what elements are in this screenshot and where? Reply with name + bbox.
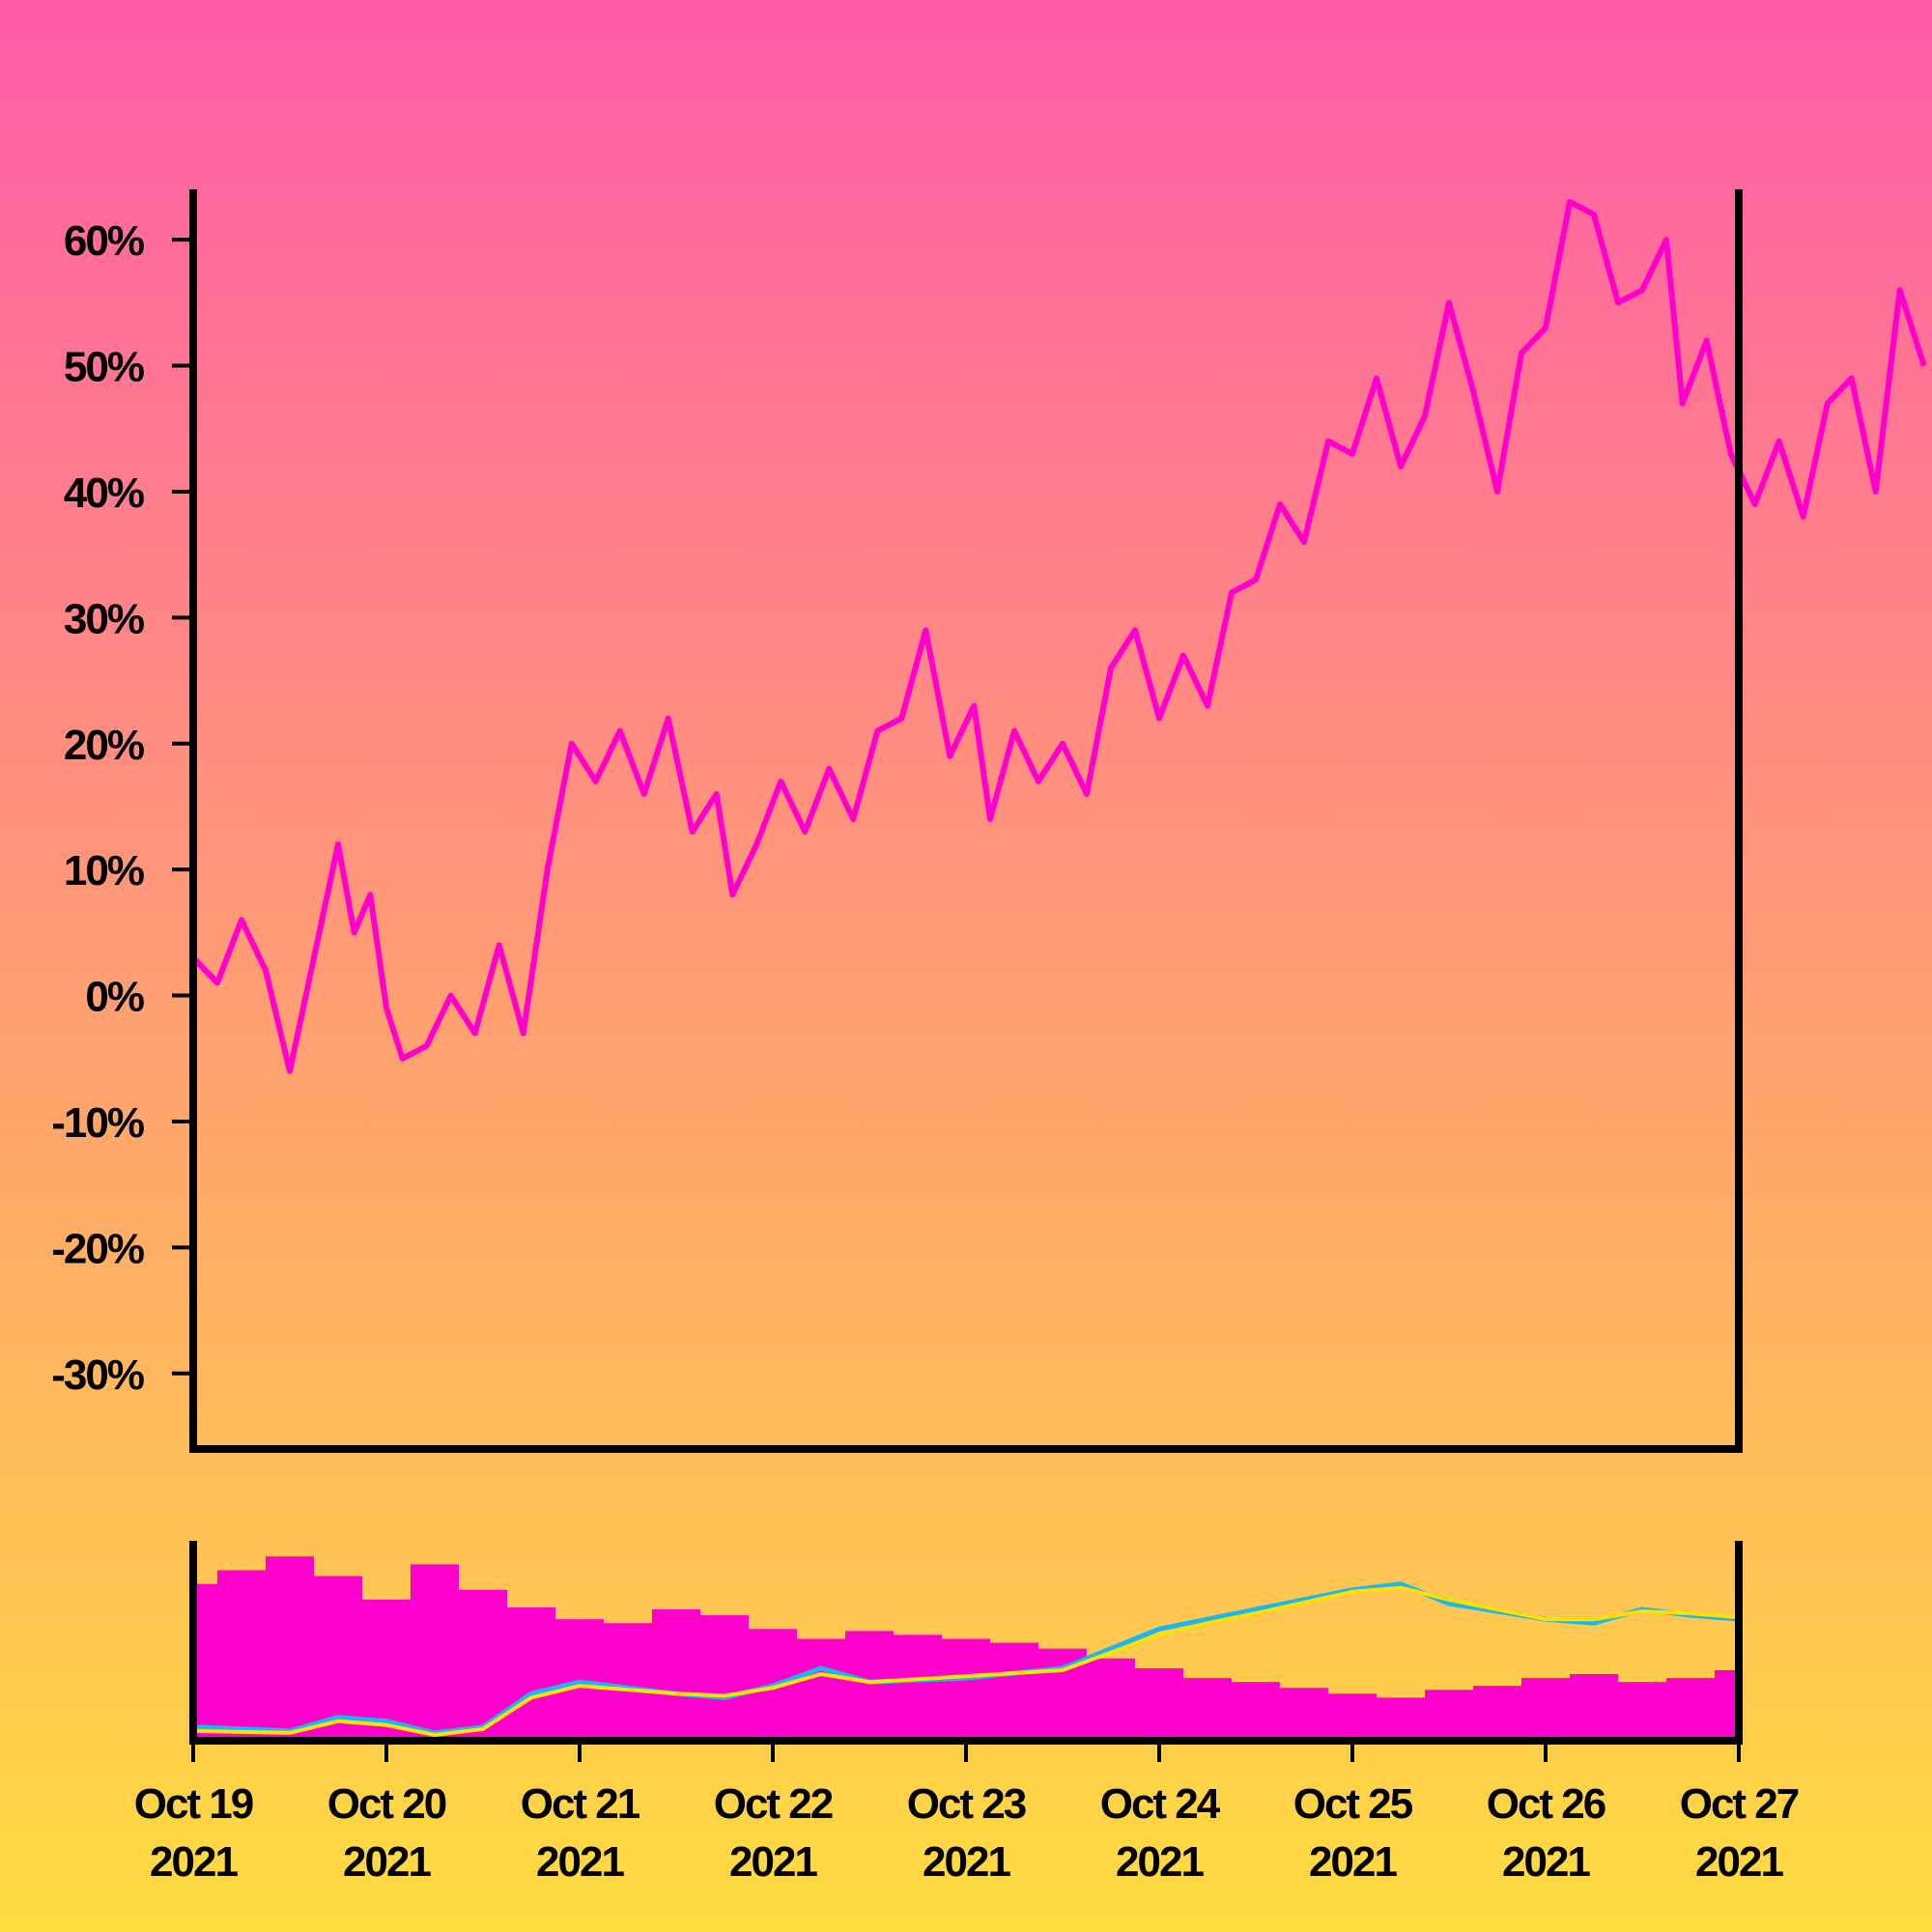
x-tick-label-year: 2021 bbox=[1309, 1838, 1397, 1886]
y-tick-label: 0% bbox=[85, 974, 143, 1021]
volume-bar bbox=[193, 1583, 217, 1737]
x-tick-label-year: 2021 bbox=[150, 1838, 238, 1886]
volume-bar bbox=[1377, 1697, 1425, 1737]
x-tick-label-date: Oct 21 bbox=[521, 1780, 640, 1828]
volume-bar bbox=[942, 1638, 990, 1737]
x-tick-label-date: Oct 25 bbox=[1293, 1780, 1413, 1828]
x-tick-label-year: 2021 bbox=[1502, 1838, 1590, 1886]
volume-bar bbox=[894, 1634, 942, 1737]
volume-bar bbox=[1473, 1686, 1521, 1737]
x-tick-label-year: 2021 bbox=[923, 1838, 1010, 1886]
x-tick-label-date: Oct 26 bbox=[1487, 1780, 1605, 1828]
volume-bar bbox=[314, 1576, 362, 1737]
y-tick-label: -30% bbox=[51, 1351, 144, 1399]
x-axis-ticks bbox=[191, 1741, 1741, 1762]
y-axis-tick-labels: -30% -20% -10% 0% 10% 20% 30% 40% 50% 60% bbox=[51, 217, 146, 1399]
volume-bar bbox=[797, 1638, 845, 1737]
x-tick-label-year: 2021 bbox=[1116, 1838, 1204, 1886]
volume-bar bbox=[604, 1623, 652, 1737]
y-tick-label: 10% bbox=[64, 847, 144, 895]
x-tick-label-date: Oct 27 bbox=[1680, 1780, 1799, 1828]
y-tick-label: 40% bbox=[64, 469, 144, 517]
volume-bar bbox=[1666, 1678, 1715, 1737]
volume-bar bbox=[1328, 1693, 1377, 1737]
volume-bar bbox=[1715, 1670, 1739, 1737]
y-tick-label: 60% bbox=[64, 217, 144, 265]
x-tick-label-year: 2021 bbox=[343, 1838, 431, 1886]
x-tick-label-date: Oct 22 bbox=[714, 1780, 833, 1828]
x-tick-label-year: 2021 bbox=[536, 1838, 624, 1886]
volume-bar bbox=[555, 1619, 604, 1737]
price-change-line bbox=[190, 199, 1927, 1074]
volume-bar bbox=[362, 1599, 411, 1737]
x-tick-label-year: 2021 bbox=[1695, 1838, 1783, 1886]
volume-bar bbox=[1570, 1674, 1618, 1737]
x-tick-label-date: Oct 23 bbox=[907, 1780, 1026, 1828]
volume-bar bbox=[217, 1570, 266, 1737]
volume-bar bbox=[266, 1556, 314, 1737]
volume-bar bbox=[1521, 1678, 1570, 1737]
main-axis-frame bbox=[189, 189, 1743, 1453]
y-tick-label: -20% bbox=[51, 1225, 144, 1272]
x-tick-label-year: 2021 bbox=[729, 1838, 817, 1886]
y-tick-label: 20% bbox=[64, 722, 144, 769]
volume-average-yellow-line bbox=[192, 1585, 1740, 1737]
x-tick-label-date: Oct 24 bbox=[1100, 1780, 1221, 1828]
volume-panel: Oct 19 2021 Oct 20 2021 Oct 21 2021 Oct 22 2021… bbox=[134, 1541, 1801, 1886]
y-tick-label: 50% bbox=[64, 344, 144, 391]
volume-bar bbox=[1183, 1678, 1232, 1737]
volume-bar bbox=[459, 1589, 507, 1738]
volume-bar bbox=[507, 1607, 555, 1737]
volume-bar bbox=[1618, 1682, 1666, 1737]
x-tick-label-date: Oct 19 bbox=[134, 1780, 253, 1828]
volume-bar bbox=[990, 1642, 1038, 1737]
volume-bar bbox=[652, 1609, 700, 1737]
x-axis-tick-labels: Oct 19 2021 Oct 20 2021 Oct 21 2021 Oct 22 2021… bbox=[134, 1780, 1801, 1886]
x-tick-label-date: Oct 20 bbox=[327, 1780, 446, 1828]
main-chart-panel: -30% -20% -10% 0% 10% 20% 30% 40% 50% 60% bbox=[51, 189, 1927, 1453]
volume-bar bbox=[1232, 1682, 1280, 1737]
volume-bar bbox=[1087, 1658, 1135, 1737]
volume-bar bbox=[411, 1564, 459, 1737]
volume-bar bbox=[1280, 1688, 1328, 1738]
y-tick-label: -10% bbox=[51, 1099, 144, 1147]
volume-bar bbox=[1135, 1668, 1183, 1737]
volume-bar bbox=[700, 1615, 749, 1737]
volume-bar bbox=[1425, 1690, 1473, 1737]
y-tick-label: 30% bbox=[64, 595, 144, 642]
